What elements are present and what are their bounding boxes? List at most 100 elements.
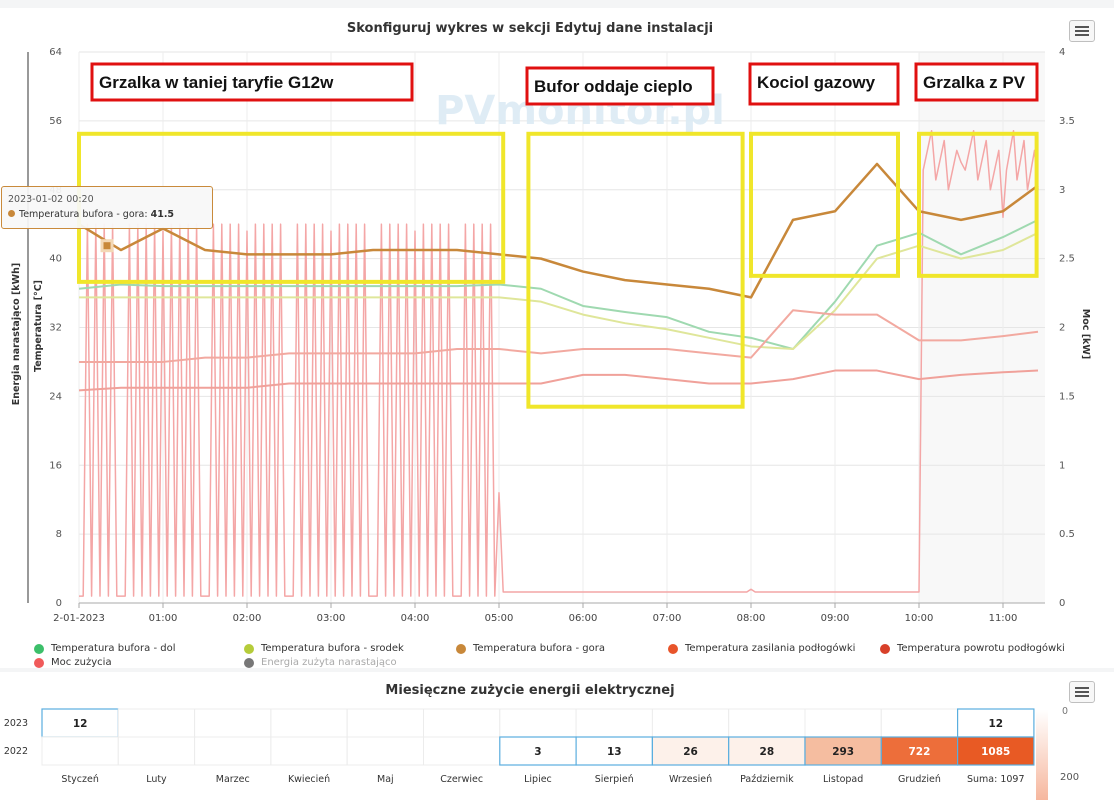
series-line-bufor-dol xyxy=(78,218,1039,351)
heatmap-cell-value: 13 xyxy=(607,746,622,758)
monthly-title: Miesięczne zużycie energii elektrycznej xyxy=(385,683,674,698)
legend-label: Temperatura bufora - gora xyxy=(473,643,605,654)
legend-item-bufor-gora[interactable]: Temperatura bufora - gora xyxy=(456,643,605,654)
heatmap-cell xyxy=(346,708,425,738)
colorbar xyxy=(1036,710,1048,800)
tooltip-value: 41.5 xyxy=(150,209,175,220)
heatmap-cell xyxy=(270,736,348,766)
x-tick-label: 07:00 xyxy=(653,613,682,624)
right-tick-label: 4 xyxy=(1059,47,1065,58)
legend-dot xyxy=(456,643,466,654)
heatmap-cell xyxy=(651,736,730,766)
chart-menu-button[interactable] xyxy=(1069,20,1095,42)
heatmap-column-label: Maj xyxy=(377,774,394,785)
heatmap-cell xyxy=(41,736,119,766)
legend-item-bufor-dol[interactable]: Temperatura bufora - dol xyxy=(34,643,176,654)
tooltip-dot xyxy=(8,210,15,217)
series-line-zasilanie xyxy=(79,309,1039,363)
monthly-menu-button[interactable] xyxy=(1069,681,1095,703)
heatmap-column-label: Listopad xyxy=(823,774,863,785)
x-tick-label: 10:00 xyxy=(905,613,934,624)
legend-item-moc-zuzycia[interactable]: Moc zużycia xyxy=(34,657,112,668)
heatmap-cell xyxy=(804,736,882,766)
tooltip-date: 2023-01-02 00:20 xyxy=(8,194,94,205)
left-tick-label: 32 xyxy=(49,323,62,334)
heatmap-column-label: Luty xyxy=(146,774,167,785)
right-tick-label: 0.5 xyxy=(1059,529,1075,540)
legend-dot xyxy=(34,657,44,668)
heatmap-column-label: Kwiecień xyxy=(288,774,330,785)
legend-dot xyxy=(244,657,254,668)
heatmap-cell xyxy=(117,708,196,738)
heatmap-column-label: Sierpień xyxy=(595,774,634,785)
left-tick-label: 24 xyxy=(49,391,62,402)
annotation-box xyxy=(748,62,900,106)
legend-item-bufor-srodek[interactable]: Temperatura bufora - srodek xyxy=(244,643,404,654)
heatmap-cell-value: 28 xyxy=(760,746,775,758)
legend-dot xyxy=(34,643,44,654)
annotation-label: Grzalka z PV xyxy=(923,73,1026,92)
annotation-label: Bufor oddaje cieplo xyxy=(534,77,693,96)
heatmap-cell xyxy=(423,708,501,738)
heatmap-column-label: Grudzień xyxy=(898,774,941,785)
heatmap-cell xyxy=(956,736,1035,766)
heatmap-column-label: Październik xyxy=(740,774,794,785)
left-tick-label: 0 xyxy=(56,598,62,609)
right-tick-label: 3.5 xyxy=(1059,116,1075,127)
heatmap-cell-value: 26 xyxy=(683,746,698,758)
left-tick-label: 8 xyxy=(56,529,62,540)
chart-title: Skonfiguruj wykres w sekcji Edytuj dane … xyxy=(347,21,713,36)
legend-label: Energia zużyta narastająco xyxy=(261,657,397,668)
x-tick-label: 06:00 xyxy=(569,613,598,624)
left-tick-label: 16 xyxy=(49,460,62,471)
x-tick-label: 09:00 xyxy=(821,613,850,624)
heatmap-column-label: Marzec xyxy=(216,774,250,785)
main-chart: Skonfiguruj wykres w sekcji Edytuj dane … xyxy=(11,21,1091,624)
left-tick-label: 56 xyxy=(49,116,62,127)
x-tick-label: 11:00 xyxy=(989,613,1018,624)
legend-item-energia-narastajaco[interactable]: Energia zużyta narastająco xyxy=(244,657,397,668)
series-line-bufor-gora xyxy=(78,162,1039,299)
x-tick-label: 04:00 xyxy=(401,613,430,624)
chart-tooltip: 2023-01-02 00:20 Temperatura bufora - go… xyxy=(1,186,213,229)
right-tick-label: 1 xyxy=(1059,460,1065,471)
legend-label: Temperatura powrotu podłogówki xyxy=(897,643,1065,654)
heatmap-row-label: 2022 xyxy=(4,746,28,757)
right-tick-label: 2.5 xyxy=(1059,254,1075,265)
legend-label: Temperatura bufora - dol xyxy=(51,643,176,654)
legend-label: Temperatura bufora - srodek xyxy=(261,643,404,654)
legend-dot xyxy=(244,643,254,654)
right-tick-label: 1.5 xyxy=(1059,391,1075,402)
heatmap-column-label: Wrzesień xyxy=(669,774,712,785)
legend-item-powrot-podlogowki[interactable]: Temperatura powrotu podłogówki xyxy=(880,643,1065,654)
heatmap-cell xyxy=(575,708,653,738)
series-line-moc-zuzycia xyxy=(79,129,1039,597)
legend-item-zasilanie-podlogowki[interactable]: Temperatura zasilania podłogówki xyxy=(668,643,855,654)
heatmap-cell xyxy=(880,708,959,738)
heatmap-cell xyxy=(728,736,806,766)
heatmap-cell xyxy=(804,708,882,738)
x-tick-label: 01:00 xyxy=(149,613,178,624)
left-axis-title-temperature: Temperatura [°C] xyxy=(33,280,44,372)
heatmap-column-label: Czerwiec xyxy=(440,774,483,785)
heatmap-cell xyxy=(956,708,1035,738)
heatmap-cell-value: 1085 xyxy=(981,746,1010,758)
heatmap-cell xyxy=(651,708,730,738)
x-tick-label: 02:00 xyxy=(233,613,262,624)
heatmap-cell-value: 12 xyxy=(73,718,88,730)
heatmap-cell-value: 3 xyxy=(534,746,541,758)
colorbar-label: 0 xyxy=(1062,706,1068,717)
x-tick-label: 2-01-2023 xyxy=(53,613,105,624)
highlight-box xyxy=(526,131,745,409)
series-line-bufor-srodek xyxy=(79,231,1039,351)
heatmap-cell-value: 722 xyxy=(908,746,930,758)
x-tick-label: 08:00 xyxy=(737,613,766,624)
right-tick-label: 2 xyxy=(1059,323,1065,334)
hover-marker xyxy=(100,239,114,253)
series-line-powrot xyxy=(78,369,1039,392)
heatmap-cell xyxy=(499,736,577,766)
colorbar-label: 200 xyxy=(1060,772,1079,783)
tooltip-series: Temperatura bufora - gora xyxy=(19,209,145,220)
highlight-box xyxy=(917,131,1039,278)
heatmap-cell xyxy=(117,736,196,766)
